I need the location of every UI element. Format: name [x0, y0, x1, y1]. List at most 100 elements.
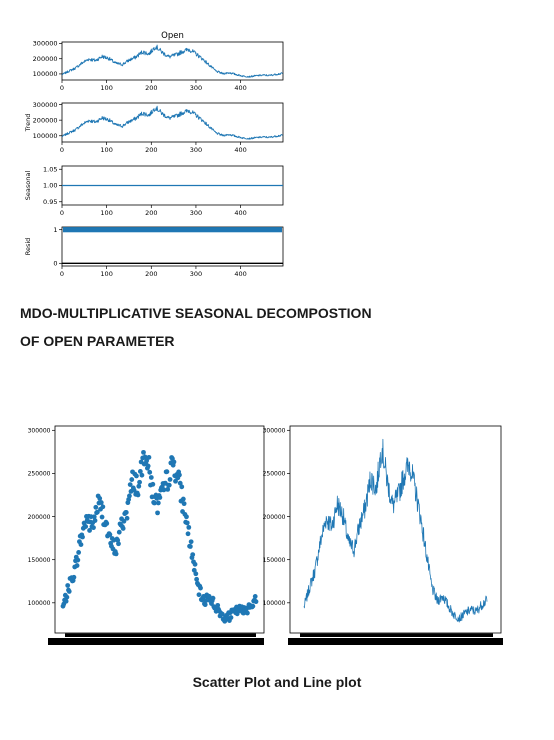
scatter-point — [190, 552, 196, 557]
scatter-point — [171, 459, 177, 465]
y-tick-label: 250000 — [28, 471, 51, 478]
x-tick-label: 300 — [190, 209, 202, 217]
x-tick-label: 200 — [145, 146, 157, 154]
scatter-point — [252, 594, 258, 599]
scatter-point — [173, 478, 178, 484]
x-tick-label: 0 — [60, 146, 64, 154]
scatter-point — [215, 602, 221, 608]
scatter-point — [91, 525, 96, 531]
scatter-point — [113, 551, 119, 557]
scatter-point — [193, 571, 199, 577]
scatter-point — [137, 469, 143, 474]
scatter-point — [144, 458, 150, 464]
scatter-point — [245, 610, 250, 616]
scatter-point — [198, 585, 203, 591]
scatter-point — [94, 509, 100, 515]
x-tick-label: 100 — [100, 146, 112, 154]
y-axis-label: Resid — [24, 238, 32, 256]
scatter-point — [177, 480, 183, 486]
y-tick-label: 200000 — [33, 55, 58, 63]
x-tick-labels-band — [48, 638, 264, 645]
scatter-point — [75, 557, 81, 563]
scatter-point — [127, 493, 132, 499]
scatter-point — [65, 583, 71, 588]
resid-points-band — [63, 227, 282, 233]
series-line — [61, 105, 283, 140]
y-axis-label: Seasonal — [24, 171, 32, 201]
scatter-point — [145, 463, 151, 469]
scatter-point — [139, 472, 145, 478]
x-tick-label: 400 — [234, 146, 246, 154]
scatter-point — [196, 592, 202, 598]
scatter-point — [157, 495, 163, 500]
x-tick-label: 200 — [145, 270, 157, 278]
y-tick-label: 0 — [53, 260, 57, 268]
scatter-point — [167, 477, 173, 482]
scatter-point — [78, 542, 84, 547]
scatter-point — [186, 524, 192, 530]
observed-frame — [61, 41, 284, 81]
scatter-point — [165, 486, 171, 492]
series-line — [61, 44, 283, 78]
scatter-point — [98, 500, 104, 505]
y-tick-label: 200000 — [263, 514, 286, 521]
scatter-point — [180, 496, 186, 502]
scatter-point — [146, 454, 152, 460]
trend-frame — [61, 102, 284, 143]
scatter-point — [120, 526, 126, 531]
x-tick-label: 200 — [145, 209, 157, 217]
x-tick-marks-band — [65, 633, 256, 637]
y-tick-label: 1.00 — [43, 182, 57, 190]
scatter-point — [134, 473, 139, 479]
scatter-line-caption: Scatter Plot and Line plot — [192, 674, 362, 690]
y-tick-label: 100000 — [263, 600, 286, 607]
x-tick-label: 100 — [100, 209, 112, 217]
scatter-point — [131, 487, 137, 493]
scatter-point — [185, 531, 191, 537]
x-tick-label: 400 — [234, 209, 246, 217]
x-tick-label: 300 — [190, 146, 202, 154]
x-tick-label: 0 — [60, 270, 64, 278]
scatter-point — [93, 504, 99, 510]
y-tick-label: 0.95 — [43, 198, 57, 206]
x-tick-label: 300 — [190, 270, 202, 278]
scatter-point — [107, 532, 113, 538]
scatter-point — [152, 500, 157, 506]
y-tick-label: 100000 — [28, 600, 51, 607]
x-tick-labels-band — [288, 638, 503, 645]
scatter-point — [187, 544, 193, 549]
scatter-point — [141, 449, 146, 455]
y-tick-label: 100000 — [33, 70, 58, 78]
scatter-point — [104, 521, 110, 526]
scatter-point — [220, 611, 225, 617]
scatter-point — [250, 603, 256, 609]
y-tick-label: 100000 — [33, 132, 58, 140]
lineplot-panel: 100000 150000 200000 250000 300000 — [263, 425, 503, 645]
scatter-point — [150, 481, 156, 487]
scatter-point — [83, 524, 89, 529]
x-tick-label: 400 — [234, 270, 246, 278]
scatter-point — [97, 495, 103, 501]
y-tick-label: 300000 — [33, 101, 58, 109]
y-tick-label: 300000 — [263, 428, 286, 435]
scatter-point — [181, 501, 187, 507]
resid-panel: Resid 0 1 0 100 200 300 400 — [24, 226, 284, 278]
scatter-point — [121, 518, 127, 524]
y-tick-label: 300000 — [33, 40, 58, 48]
scatter-point — [177, 472, 182, 478]
scatter-point — [210, 595, 216, 601]
seasonal-panel: Seasonal 0.95 1.00 1.05 0 100 200 300 400 — [24, 165, 284, 217]
scatter-point — [92, 518, 98, 523]
scatter-point — [164, 469, 170, 475]
scatter-point — [179, 484, 185, 490]
scatter-point — [116, 541, 121, 547]
y-tick-label: 1.05 — [43, 165, 57, 173]
x-tick-label: 200 — [145, 84, 157, 92]
caption-line-1: MDO-MULTIPLICATIVE SEASONAL DECOMPOSTION — [20, 305, 372, 321]
scatter-point — [188, 539, 194, 545]
chart-title: Open — [161, 31, 184, 41]
scatter-point — [129, 477, 135, 482]
scatter-point — [99, 514, 105, 520]
scatter-point — [155, 500, 161, 506]
